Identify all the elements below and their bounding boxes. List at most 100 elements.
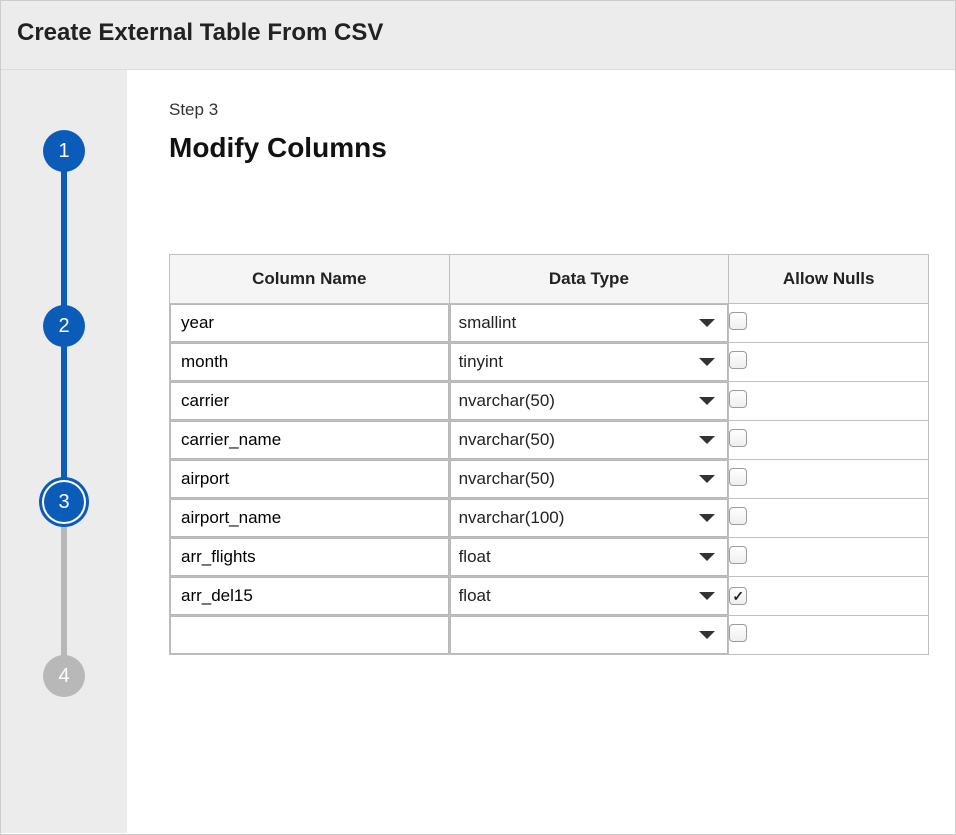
data-type-value: nvarchar(50)	[459, 430, 555, 450]
header-column-name: Column Name	[170, 255, 450, 304]
table-row: nvarchar(50)	[170, 382, 929, 421]
step-circle-4[interactable]: 4	[43, 655, 85, 697]
cell-column-name	[170, 382, 450, 421]
cell-allow-nulls	[729, 460, 929, 499]
data-type-select[interactable]: smallint	[450, 304, 729, 342]
step-circle-2[interactable]: 2	[43, 305, 85, 347]
allow-nulls-checkbox[interactable]	[729, 312, 747, 330]
table-row: nvarchar(100)	[170, 499, 929, 538]
header-data-type: Data Type	[449, 255, 729, 304]
stepper-column: 1 2 3 4	[1, 70, 127, 833]
cell-column-name	[170, 304, 450, 343]
column-name-input[interactable]	[170, 382, 449, 420]
table-row	[170, 616, 929, 655]
cell-allow-nulls	[729, 343, 929, 382]
table-row: float	[170, 577, 929, 616]
table-row: tinyint	[170, 343, 929, 382]
cell-column-name	[170, 460, 450, 499]
cell-column-name	[170, 577, 450, 616]
cell-allow-nulls	[729, 538, 929, 577]
cell-allow-nulls	[729, 616, 929, 655]
allow-nulls-checkbox[interactable]	[729, 624, 747, 642]
column-name-input[interactable]	[170, 421, 449, 459]
data-type-select[interactable]: nvarchar(50)	[450, 382, 729, 420]
data-type-value: tinyint	[459, 352, 503, 372]
wizard-body: 1 2 3 4 Step 3 Modify Columns Column Name D…	[1, 70, 955, 833]
chevron-down-icon	[699, 358, 715, 366]
chevron-down-icon	[699, 397, 715, 405]
cell-column-name	[170, 421, 450, 460]
allow-nulls-checkbox[interactable]	[729, 468, 747, 486]
cell-data-type: nvarchar(50)	[449, 421, 729, 460]
column-name-input[interactable]	[170, 499, 449, 537]
step-heading: Modify Columns	[169, 132, 935, 164]
cell-allow-nulls	[729, 499, 929, 538]
allow-nulls-checkbox[interactable]	[729, 507, 747, 525]
step-connector	[61, 501, 67, 676]
column-name-input[interactable]	[170, 616, 449, 654]
column-name-input[interactable]	[170, 538, 449, 576]
data-type-value: nvarchar(50)	[459, 469, 555, 489]
data-type-value: nvarchar(50)	[459, 391, 555, 411]
allow-nulls-checkbox[interactable]	[729, 390, 747, 408]
data-type-select[interactable]: float	[450, 577, 729, 615]
cell-data-type: float	[449, 577, 729, 616]
table-row: float	[170, 538, 929, 577]
cell-data-type: nvarchar(50)	[449, 382, 729, 421]
column-name-input[interactable]	[170, 343, 449, 381]
data-type-value: smallint	[459, 313, 517, 333]
data-type-value: nvarchar(100)	[459, 508, 565, 528]
step-circle-3[interactable]: 3	[42, 480, 86, 524]
cell-data-type: nvarchar(50)	[449, 460, 729, 499]
data-type-select[interactable]: nvarchar(50)	[450, 421, 729, 459]
allow-nulls-checkbox[interactable]	[729, 546, 747, 564]
stepper: 1 2 3 4	[1, 130, 127, 710]
cell-data-type: float	[449, 538, 729, 577]
cell-data-type: smallint	[449, 304, 729, 343]
step-connector	[61, 326, 67, 501]
chevron-down-icon	[699, 631, 715, 639]
data-type-value: float	[459, 586, 491, 606]
data-type-value: float	[459, 547, 491, 567]
step-number-label: Step 3	[169, 100, 935, 120]
chevron-down-icon	[699, 592, 715, 600]
column-name-input[interactable]	[170, 460, 449, 498]
cell-data-type: tinyint	[449, 343, 729, 382]
data-type-select[interactable]: float	[450, 538, 729, 576]
content-column: Step 3 Modify Columns Column Name Data T…	[127, 70, 955, 833]
chevron-down-icon	[699, 514, 715, 522]
cell-allow-nulls	[729, 577, 929, 616]
chevron-down-icon	[699, 475, 715, 483]
table-row: nvarchar(50)	[170, 460, 929, 499]
cell-column-name	[170, 616, 450, 655]
data-type-select[interactable]: tinyint	[450, 343, 729, 381]
cell-allow-nulls	[729, 304, 929, 343]
cell-column-name	[170, 538, 450, 577]
allow-nulls-checkbox[interactable]	[729, 351, 747, 369]
step-circle-1[interactable]: 1	[43, 130, 85, 172]
header-allow-nulls: Allow Nulls	[729, 255, 929, 304]
cell-data-type: nvarchar(100)	[449, 499, 729, 538]
column-name-input[interactable]	[170, 304, 449, 342]
wizard-title: Create External Table From CSV	[17, 19, 939, 47]
cell-data-type	[449, 616, 729, 655]
chevron-down-icon	[699, 319, 715, 327]
cell-allow-nulls	[729, 421, 929, 460]
header-bar: Create External Table From CSV	[1, 1, 955, 70]
step-connector	[61, 151, 67, 326]
columns-table: Column Name Data Type Allow Nulls smalli…	[169, 254, 929, 655]
table-row: smallint	[170, 304, 929, 343]
chevron-down-icon	[699, 436, 715, 444]
allow-nulls-checkbox[interactable]	[729, 587, 747, 605]
cell-column-name	[170, 343, 450, 382]
wizard-window: Create External Table From CSV 1 2 3 4 Step…	[0, 0, 956, 835]
allow-nulls-checkbox[interactable]	[729, 429, 747, 447]
data-type-select[interactable]	[450, 616, 729, 654]
data-type-select[interactable]: nvarchar(50)	[450, 460, 729, 498]
table-row: nvarchar(50)	[170, 421, 929, 460]
chevron-down-icon	[699, 553, 715, 561]
data-type-select[interactable]: nvarchar(100)	[450, 499, 729, 537]
column-name-input[interactable]	[170, 577, 449, 615]
cell-allow-nulls	[729, 382, 929, 421]
table-header-row: Column Name Data Type Allow Nulls	[170, 255, 929, 304]
